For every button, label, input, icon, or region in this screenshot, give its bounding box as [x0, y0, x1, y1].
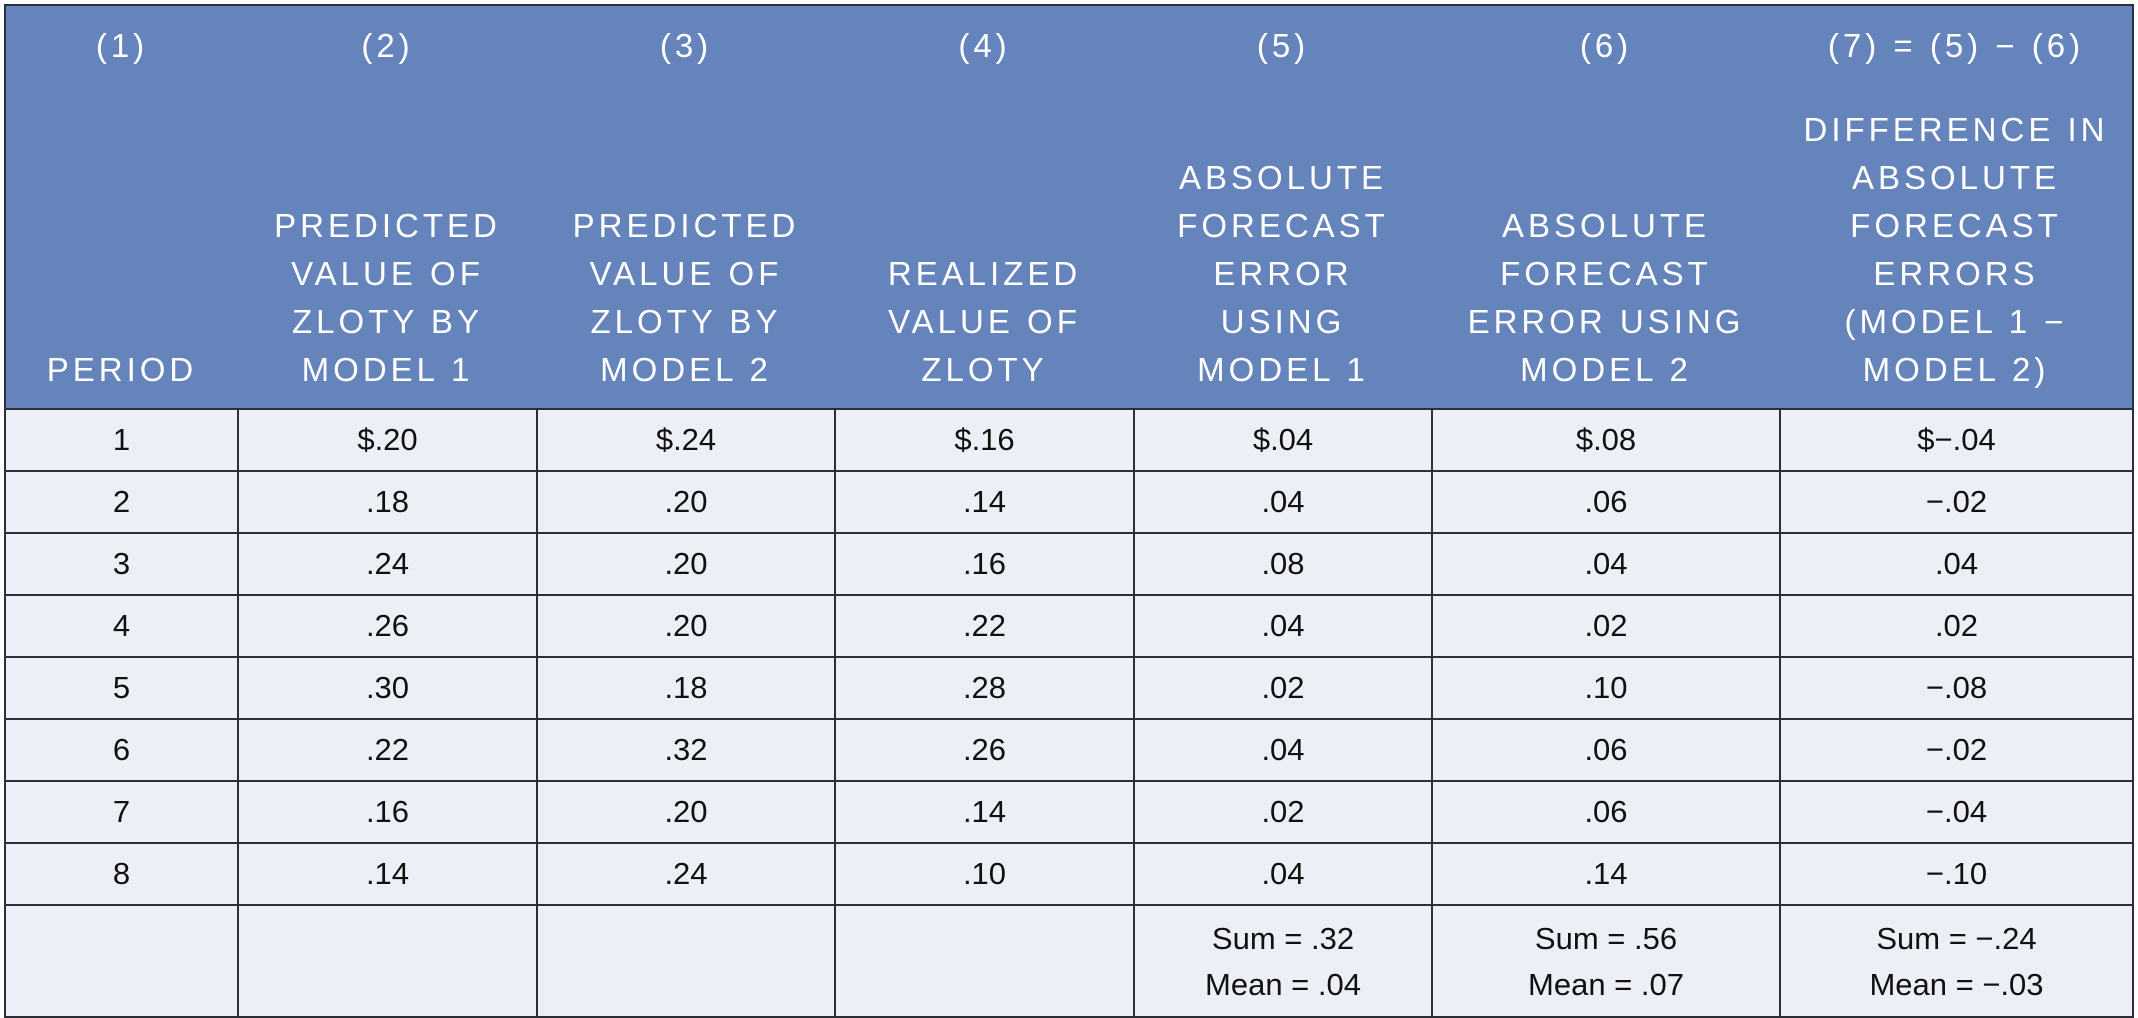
totals-cell-model2: Sum = .56 Mean = .07: [1431, 904, 1781, 1018]
column-header-row: PERIOD PREDICTED VALUE OF ZLOTY BY MODEL…: [4, 86, 2134, 410]
table-row: 6 .22 .32 .26 .04 .06 −.02: [4, 718, 2134, 782]
forecast-comparison-table: (1) (2) (3) (4) (5) (6) (7) = (5) − (6) …: [4, 4, 2134, 1018]
table-cell: .30: [237, 656, 538, 720]
table-cell: .28: [834, 656, 1135, 720]
column-header-error-difference: DIFFERENCE IN ABSOLUTE FORECAST ERRORS (…: [1780, 86, 2134, 410]
table-cell: 7: [4, 780, 239, 844]
totals-cell: [4, 904, 239, 1018]
totals-row: Sum = .32 Mean = .04 Sum = .56 Mean = .0…: [4, 904, 2134, 1018]
table-cell: .14: [834, 470, 1135, 534]
table-cell: .20: [536, 532, 836, 596]
column-number: (4): [835, 4, 1134, 86]
totals-cell-model1: Sum = .32 Mean = .04: [1133, 904, 1433, 1018]
table-row: 1 $.20 $.24 $.16 $.04 $.08 $−.04: [4, 408, 2134, 472]
table-header: (1) (2) (3) (4) (5) (6) (7) = (5) − (6) …: [4, 4, 2134, 410]
table-cell: .14: [834, 780, 1135, 844]
column-number: (2): [238, 4, 537, 86]
forecast-comparison-table-wrapper: (1) (2) (3) (4) (5) (6) (7) = (5) − (6) …: [4, 4, 2134, 1018]
table-cell: 8: [4, 842, 239, 906]
table-cell: .20: [536, 594, 836, 658]
table-cell: 1: [4, 408, 239, 472]
table-cell: 2: [4, 470, 239, 534]
table-cell: −.04: [1779, 780, 2134, 844]
table-cell: 6: [4, 718, 239, 782]
table-cell: .24: [237, 532, 538, 596]
column-header-model1-prediction: PREDICTED VALUE OF ZLOTY BY MODEL 1: [238, 86, 537, 410]
table-cell: .24: [536, 842, 836, 906]
table-cell: .26: [834, 718, 1135, 782]
table-cell: .22: [237, 718, 538, 782]
column-number: (7) = (5) − (6): [1780, 4, 2134, 86]
table-cell: 3: [4, 532, 239, 596]
table-cell: .04: [1133, 470, 1433, 534]
table-cell: .26: [237, 594, 538, 658]
table-cell: .06: [1431, 470, 1781, 534]
column-header-realized-value: REALIZED VALUE OF ZLOTY: [835, 86, 1134, 410]
table-cell: .18: [536, 656, 836, 720]
table-row: 5 .30 .18 .28 .02 .10 −.08: [4, 656, 2134, 720]
table-cell: $.24: [536, 408, 836, 472]
table-body: 1 $.20 $.24 $.16 $.04 $.08 $−.04 2 .18 .…: [4, 408, 2134, 1018]
table-cell: .02: [1779, 594, 2134, 658]
table-row: 3 .24 .20 .16 .08 .04 .04: [4, 532, 2134, 596]
totals-cell: [237, 904, 538, 1018]
table-cell: $.08: [1431, 408, 1781, 472]
table-cell: .04: [1779, 532, 2134, 596]
table-cell: .02: [1133, 780, 1433, 844]
table-cell: .10: [834, 842, 1135, 906]
column-header-model2-error: ABSOLUTE FORECAST ERROR USING MODEL 2: [1432, 86, 1780, 410]
table-row: 7 .16 .20 .14 .02 .06 −.04: [4, 780, 2134, 844]
table-cell: .16: [237, 780, 538, 844]
column-number-row: (1) (2) (3) (4) (5) (6) (7) = (5) − (6): [4, 4, 2134, 86]
table-cell: $.20: [237, 408, 538, 472]
totals-cell: [834, 904, 1135, 1018]
table-cell: .14: [237, 842, 538, 906]
column-header-model1-error: ABSOLUTE FORECAST ERROR USING MODEL 1: [1134, 86, 1432, 410]
table-cell: $−.04: [1779, 408, 2134, 472]
table-cell: .16: [834, 532, 1135, 596]
table-row: 8 .14 .24 .10 .04 .14 −.10: [4, 842, 2134, 906]
table-cell: .10: [1431, 656, 1781, 720]
column-header-model2-prediction: PREDICTED VALUE OF ZLOTY BY MODEL 2: [537, 86, 835, 410]
table-cell: .02: [1133, 656, 1433, 720]
column-number: (1): [4, 4, 238, 86]
table-cell: $.04: [1133, 408, 1433, 472]
table-cell: .04: [1133, 594, 1433, 658]
table-cell: −.02: [1779, 718, 2134, 782]
table-cell: 4: [4, 594, 239, 658]
table-cell: .18: [237, 470, 538, 534]
table-cell: −.02: [1779, 470, 2134, 534]
table-row: 4 .26 .20 .22 .04 .02 .02: [4, 594, 2134, 658]
table-cell: −.10: [1779, 842, 2134, 906]
table-cell: .04: [1431, 532, 1781, 596]
table-cell: .32: [536, 718, 836, 782]
table-cell: .06: [1431, 780, 1781, 844]
table-cell: .08: [1133, 532, 1433, 596]
table-cell: −.08: [1779, 656, 2134, 720]
table-cell: $.16: [834, 408, 1135, 472]
table-cell: .04: [1133, 842, 1433, 906]
column-header-period: PERIOD: [4, 86, 238, 410]
column-number: (5): [1134, 4, 1432, 86]
table-cell: .04: [1133, 718, 1433, 782]
column-number: (3): [537, 4, 835, 86]
table-cell: .14: [1431, 842, 1781, 906]
table-cell: .20: [536, 470, 836, 534]
totals-cell-difference: Sum = −.24 Mean = −.03: [1779, 904, 2134, 1018]
table-cell: .06: [1431, 718, 1781, 782]
totals-cell: [536, 904, 836, 1018]
table-cell: .02: [1431, 594, 1781, 658]
table-cell: .20: [536, 780, 836, 844]
table-cell: 5: [4, 656, 239, 720]
column-number: (6): [1432, 4, 1780, 86]
table-cell: .22: [834, 594, 1135, 658]
table-row: 2 .18 .20 .14 .04 .06 −.02: [4, 470, 2134, 534]
